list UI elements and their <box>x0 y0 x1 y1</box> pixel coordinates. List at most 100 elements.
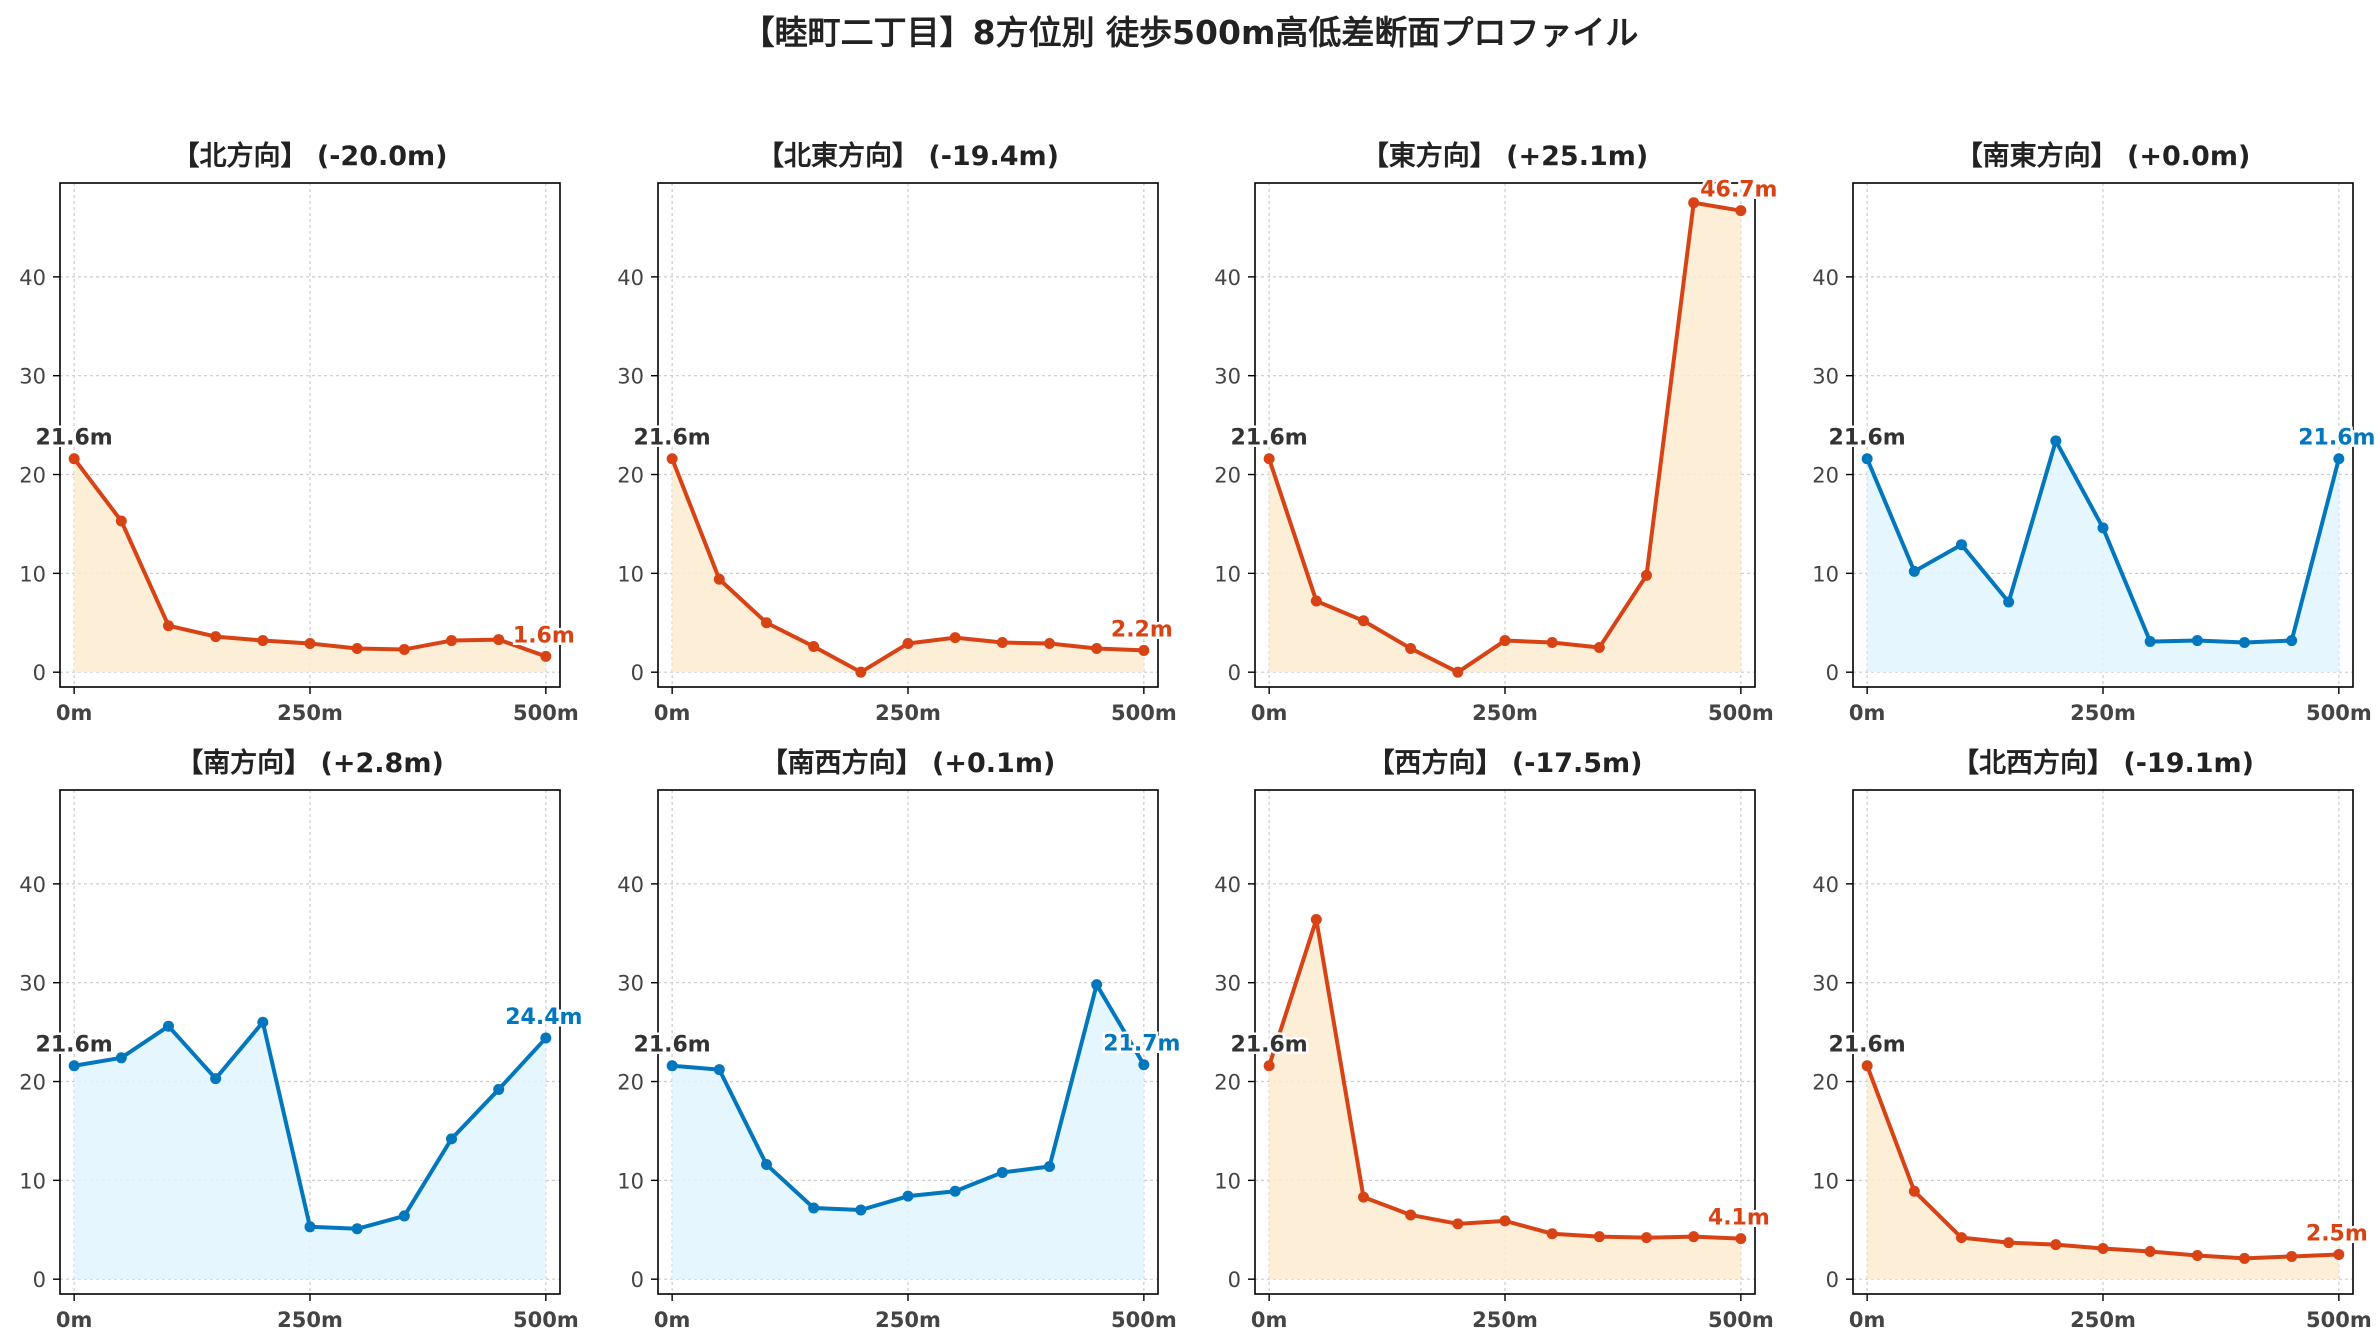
data-point <box>304 1221 316 1233</box>
y-tick-label: 30 <box>1812 972 1839 996</box>
subplot-grid: 【北方向】 (-20.0m) 0 10 20 30 40 0m 250m 500m 21.6m 1.… <box>19 140 2378 1332</box>
data-point <box>304 638 316 650</box>
data-point <box>949 1185 961 1197</box>
data-point <box>493 634 505 646</box>
end-value-label: 2.2m <box>1111 617 1173 642</box>
start-value-label: 21.6m <box>36 1033 113 1058</box>
data-point <box>2050 1239 2062 1251</box>
x-tick-label: 500m <box>1111 1308 1177 1332</box>
data-point <box>68 1060 80 1072</box>
data-point <box>2333 1248 2345 1260</box>
data-point <box>2097 522 2109 534</box>
data-point <box>2239 1252 2251 1264</box>
data-point <box>1499 1215 1511 1227</box>
y-tick-label: 30 <box>1214 365 1241 389</box>
subplot-4: 【南方向】 (+2.8m) 0 10 20 30 40 0m 250m 500m 21.6m 24.… <box>19 747 585 1332</box>
data-point <box>162 1020 174 1032</box>
data-point <box>808 640 820 652</box>
y-tick-label: 30 <box>1812 365 1839 389</box>
subplot-3: 【南東方向】 (+0.0m) 0 10 20 30 40 0m 250m 500m 21.6m 21… <box>1812 140 2378 725</box>
subplot-title: 【南東方向】 (+0.0m) <box>1956 140 2251 172</box>
x-tick-label: 250m <box>2070 701 2136 725</box>
data-point <box>1263 1060 1275 1072</box>
data-point <box>68 453 80 465</box>
subplot-title: 【北方向】 (-20.0m) <box>172 140 447 172</box>
y-tick-label: 40 <box>1214 266 1241 290</box>
end-value-label: 46.7m <box>1700 178 1777 203</box>
y-tick-label: 20 <box>1812 1071 1839 1095</box>
data-point <box>210 631 222 643</box>
data-point <box>398 1210 410 1222</box>
data-point <box>996 1166 1008 1178</box>
y-tick-label: 40 <box>19 873 46 897</box>
area-fill <box>1867 440 2339 673</box>
subplot-title: 【西方向】 (-17.5m) <box>1367 747 1642 779</box>
end-value-label: 2.5m <box>2306 1221 2368 1246</box>
y-tick-label: 10 <box>1214 1169 1241 1193</box>
data-point <box>1546 1228 1558 1240</box>
x-tick-label: 500m <box>1708 701 1774 725</box>
data-point <box>666 1060 678 1072</box>
data-point <box>1735 205 1747 217</box>
data-point <box>1735 1233 1747 1245</box>
data-point <box>2286 635 2298 647</box>
data-point <box>2097 1243 2109 1255</box>
area-fill <box>1269 202 1741 673</box>
end-value-label: 1.6m <box>513 623 575 648</box>
data-point <box>1861 1060 1873 1072</box>
x-tick-label: 0m <box>56 701 93 725</box>
x-tick-label: 500m <box>1708 1308 1774 1332</box>
y-tick-label: 0 <box>1228 1268 1241 1292</box>
y-tick-label: 20 <box>1812 464 1839 488</box>
x-tick-label: 500m <box>513 1308 579 1332</box>
data-point <box>446 635 458 647</box>
area-fill <box>672 984 1144 1280</box>
y-tick-label: 20 <box>1214 464 1241 488</box>
subplot-title: 【東方向】 (+25.1m) <box>1362 140 1648 172</box>
data-point <box>902 638 914 650</box>
y-tick-label: 30 <box>617 972 644 996</box>
y-tick-label: 40 <box>1812 873 1839 897</box>
start-value-label: 21.6m <box>1829 1033 1906 1058</box>
data-point <box>2239 637 2251 649</box>
y-tick-label: 20 <box>19 464 46 488</box>
x-tick-label: 250m <box>875 701 941 725</box>
data-point <box>1861 453 1873 465</box>
data-point <box>493 1083 505 1095</box>
data-point <box>855 1204 867 1216</box>
data-point <box>540 650 552 662</box>
y-tick-label: 10 <box>19 562 46 586</box>
data-point <box>1593 641 1605 653</box>
data-point <box>1452 666 1464 678</box>
y-tick-label: 40 <box>19 266 46 290</box>
y-tick-label: 10 <box>1812 1169 1839 1193</box>
data-point <box>713 1064 725 1076</box>
start-value-label: 21.6m <box>1829 426 1906 451</box>
data-point <box>2286 1250 2298 1262</box>
start-value-label: 21.6m <box>634 426 711 451</box>
data-point <box>398 643 410 655</box>
area-fill <box>74 458 546 673</box>
data-point <box>666 453 678 465</box>
data-point <box>2191 1249 2203 1261</box>
data-point <box>1908 1185 1920 1197</box>
data-point <box>1138 644 1150 656</box>
data-point <box>1310 595 1322 607</box>
subplot-title: 【北西方向】 (-19.1m) <box>1952 747 2254 779</box>
x-tick-label: 0m <box>1251 1308 1288 1332</box>
start-value-label: 21.6m <box>36 426 113 451</box>
end-value-label: 24.4m <box>505 1005 582 1030</box>
data-point <box>115 1052 127 1064</box>
y-tick-label: 10 <box>1214 562 1241 586</box>
data-point <box>257 635 269 647</box>
subplot-0: 【北方向】 (-20.0m) 0 10 20 30 40 0m 250m 500m 21.6m 1.… <box>19 140 578 725</box>
data-point <box>713 573 725 585</box>
data-point <box>1310 913 1322 925</box>
data-point <box>1091 979 1103 991</box>
data-point <box>1405 642 1417 654</box>
subplot-title: 【南西方向】 (+0.1m) <box>761 747 1056 779</box>
y-tick-label: 0 <box>1228 661 1241 685</box>
data-point <box>1357 1191 1369 1203</box>
